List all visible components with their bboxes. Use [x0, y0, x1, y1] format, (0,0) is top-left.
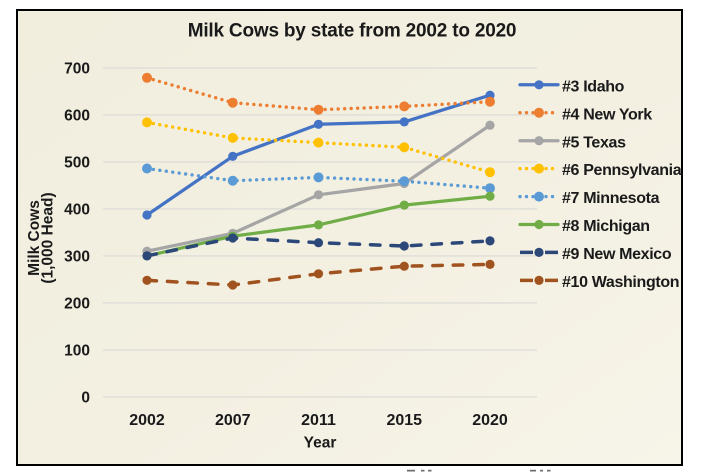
svg-text:300: 300 — [64, 248, 90, 265]
svg-text:600: 600 — [64, 107, 90, 124]
svg-text:500: 500 — [64, 154, 90, 171]
svg-text:200: 200 — [64, 295, 90, 312]
svg-text:2011: 2011 — [301, 412, 336, 429]
svg-text:(1,000 Head): (1,000 Head) — [40, 192, 57, 283]
svg-text:#4 New York: #4 New York — [562, 106, 652, 123]
svg-text:#9 New Mexico: #9 New Mexico — [562, 246, 672, 263]
svg-text:Milk Cows: Milk Cows — [26, 200, 43, 276]
svg-text:#8 Michigan: #8 Michigan — [562, 218, 650, 235]
svg-text:#3 Idaho: #3 Idaho — [562, 78, 625, 95]
svg-text:#7 Minnesota: #7 Minnesota — [562, 190, 660, 207]
svg-text:#5 Texas: #5 Texas — [562, 134, 626, 151]
svg-text:100: 100 — [64, 342, 90, 359]
svg-text:#6 Pennsylvania: #6 Pennsylvania — [562, 162, 682, 179]
svg-text:Milk Cows by state from 2002 t: Milk Cows by state from 2002 to 2020 — [188, 21, 517, 42]
svg-text:Year: Year — [304, 435, 337, 452]
svg-text:#10 Washington: #10 Washington — [562, 274, 679, 291]
svg-text:2002: 2002 — [129, 412, 165, 429]
svg-text:2007: 2007 — [215, 412, 251, 429]
svg-text:700: 700 — [64, 60, 90, 77]
svg-text:0: 0 — [81, 389, 90, 406]
svg-text:400: 400 — [64, 201, 90, 218]
svg-text:2015: 2015 — [386, 412, 422, 429]
svg-text:2020: 2020 — [472, 412, 508, 429]
